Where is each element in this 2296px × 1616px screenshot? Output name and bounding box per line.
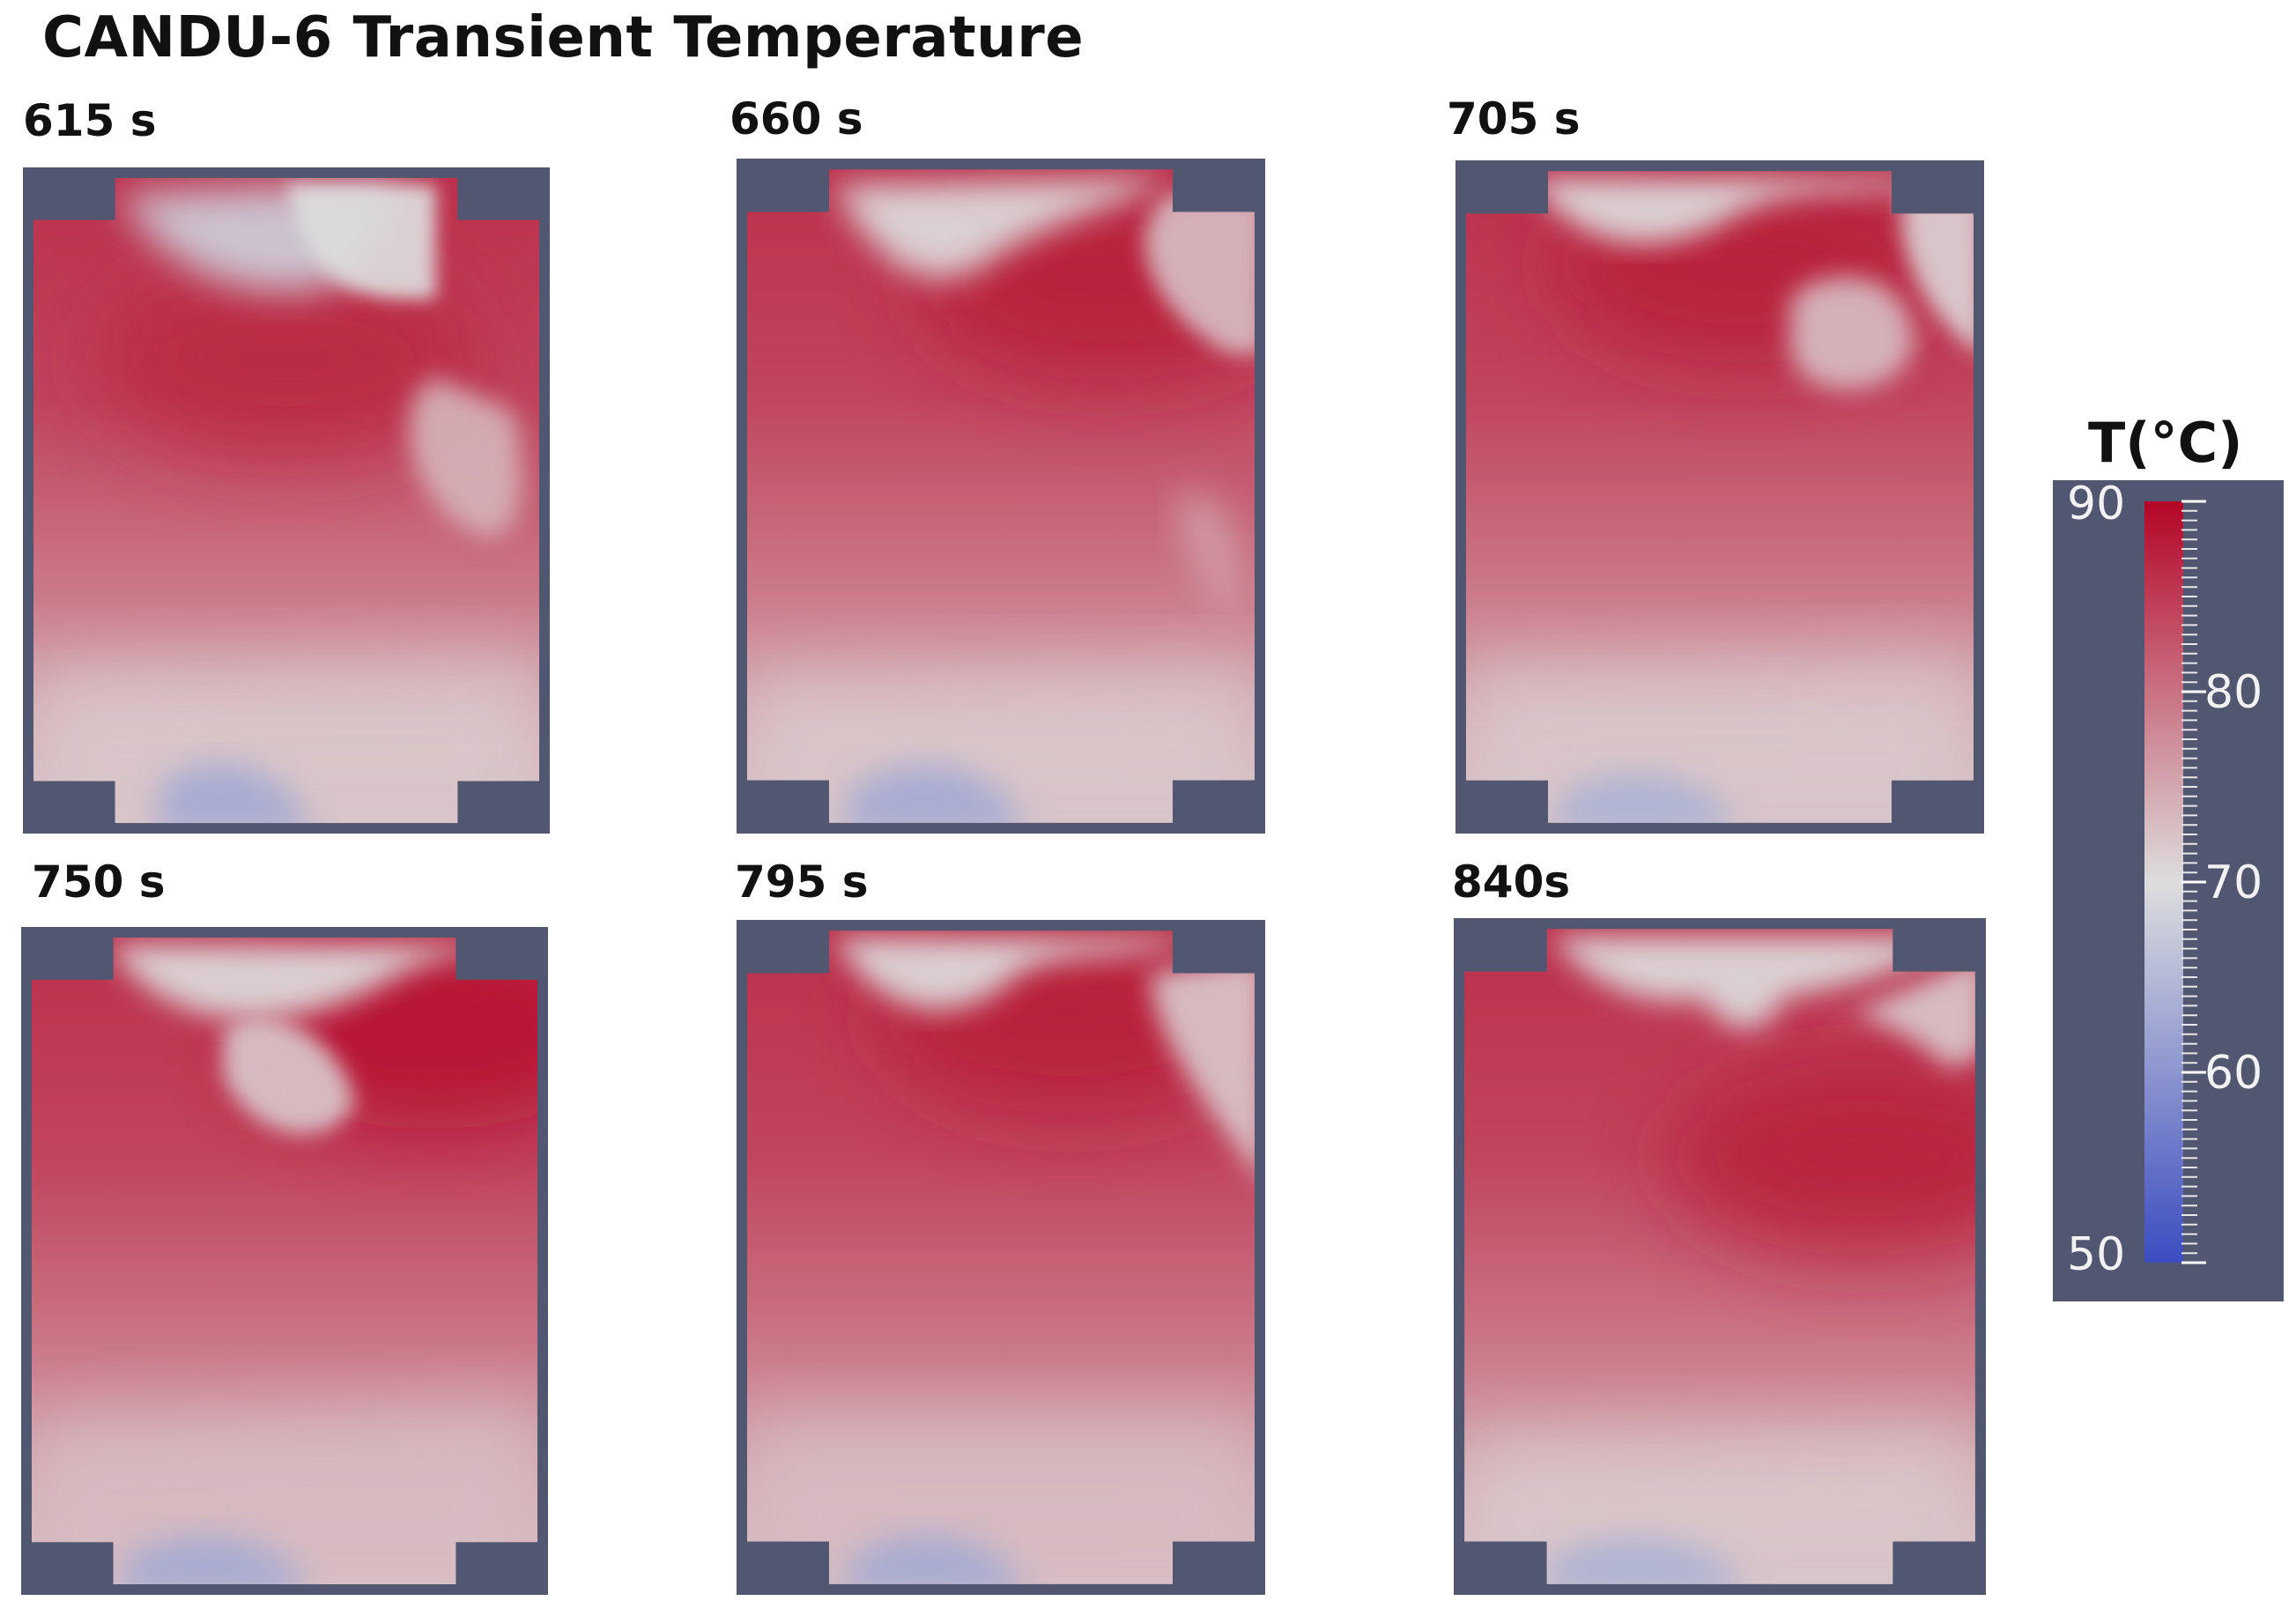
temperature-field-840s xyxy=(1454,918,1986,1595)
panel-label: 750 s xyxy=(32,856,166,908)
figure-title: CANDU-6 Transient Temperature xyxy=(42,5,1085,70)
panel-label: 705 s xyxy=(1447,93,1581,145)
colorbar-tick-label: 50 xyxy=(2067,1228,2125,1281)
colorbar-tick-label: 90 xyxy=(2067,480,2125,530)
panel-label: 615 s xyxy=(23,95,157,146)
colorbar-tick-label: 70 xyxy=(2204,856,2263,909)
colorbar-tick-label: 60 xyxy=(2204,1047,2263,1100)
colorbar-tick-label: 80 xyxy=(2204,666,2263,719)
panel-label: 795 s xyxy=(735,856,869,908)
temperature-field-705s xyxy=(1455,160,1984,834)
temperature-field-660s xyxy=(737,159,1265,834)
temperature-field-750s xyxy=(21,927,548,1595)
temperature-field-795s xyxy=(737,920,1265,1595)
temperature-field-615s xyxy=(23,167,550,834)
temperature-colorbar: 90 80 70 60 50 xyxy=(2053,480,2284,1301)
colorbar-title: T(°C) xyxy=(2088,411,2243,475)
panel-label: 660 s xyxy=(730,93,863,145)
panel-label: 840s xyxy=(1452,856,1571,908)
